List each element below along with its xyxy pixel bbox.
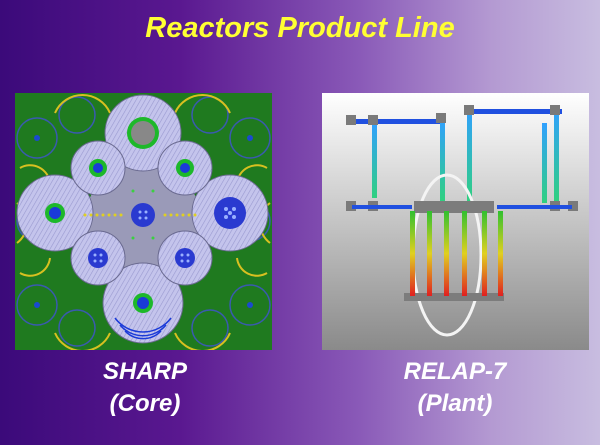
core-cross-section <box>15 93 272 353</box>
sharp-core-image <box>15 93 272 353</box>
relap7-label: RELAP-7 <box>403 358 507 385</box>
sharp-subtitle: (Core) <box>109 390 181 417</box>
relap7-subtitle: (Plant) <box>417 390 493 417</box>
slide-title: Reactors Product Line <box>145 12 455 44</box>
relap7-plant-image <box>322 93 589 350</box>
sharp-caption: SHARP (Core) <box>30 356 260 420</box>
relap7-caption: RELAP-7 (Plant) <box>340 356 570 420</box>
plant-piping-model <box>322 93 589 350</box>
sharp-label: SHARP <box>102 358 187 385</box>
